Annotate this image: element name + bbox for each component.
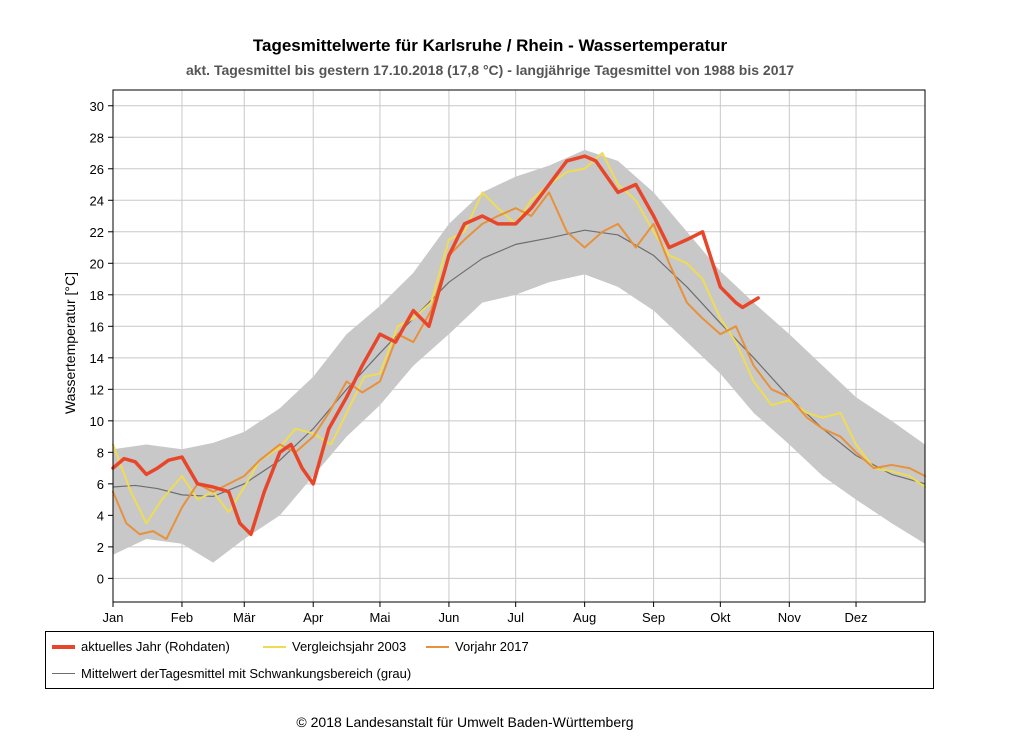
series-line-2017 <box>112 191 926 540</box>
x-tick-label: Apr <box>303 610 324 625</box>
series-line-mean <box>112 229 926 498</box>
x-tick-label: Jun <box>438 610 459 625</box>
y-tick-label: 26 <box>90 162 104 177</box>
y-tick-label: 30 <box>90 99 104 114</box>
x-tick-label: Nov <box>778 610 802 625</box>
y-tick-label: 20 <box>90 256 104 271</box>
x-tick-label: Mär <box>233 610 256 625</box>
chart-title: Tagesmittelwerte für Karlsruhe / Rhein -… <box>252 36 728 55</box>
legend-item-current: aktuelles Jahr (Rohdaten) <box>52 639 230 654</box>
legend-swatch-current <box>52 644 75 649</box>
y-tick-label: 16 <box>90 319 104 334</box>
series-line-current <box>111 154 760 537</box>
x-tick-label: Feb <box>171 610 193 625</box>
x-tick-label: Aug <box>573 610 596 625</box>
variation-band <box>113 149 925 563</box>
x-tick-label: Jan <box>103 610 124 625</box>
y-tick-label: 2 <box>97 540 104 555</box>
legend: aktuelles Jahr (Rohdaten) Vergleichsjahr… <box>45 631 934 689</box>
y-tick-label: 4 <box>97 508 104 523</box>
y-tick-label: 10 <box>90 414 104 429</box>
y-tick-label: 28 <box>90 130 104 145</box>
y-tick-label: 18 <box>90 288 104 303</box>
y-tick-label: 14 <box>90 351 104 366</box>
x-tick-label: Mai <box>369 610 390 625</box>
x-tick-label: Dez <box>844 610 867 625</box>
legend-swatch-2017 <box>426 645 449 648</box>
y-tick-label: 12 <box>90 382 104 397</box>
y-tick-label: 24 <box>90 193 104 208</box>
legend-item-2003: Vergleichsjahr 2003 <box>263 639 406 654</box>
legend-item-mean: Mittelwert derTagesmittel mit Schwankung… <box>52 666 411 681</box>
legend-label-2017: Vorjahr 2017 <box>455 639 529 654</box>
legend-swatch-2003 <box>263 645 286 648</box>
legend-swatch-mean <box>52 673 75 674</box>
legend-label-2003: Vergleichsjahr 2003 <box>292 639 407 654</box>
x-tick-label: Sep <box>642 610 665 625</box>
legend-item-2017: Vorjahr 2017 <box>426 639 529 654</box>
y-tick-label: 0 <box>97 571 104 586</box>
chart-subtitle: akt. Tagesmittel bis gestern 17.10.2018 … <box>185 62 795 78</box>
plot-frame <box>112 89 926 603</box>
legend-label-current: aktuelles Jahr (Rohdaten) <box>81 639 230 654</box>
copyright-text: © 2018 Landesanstalt für Umwelt Baden-Wü… <box>296 714 634 730</box>
y-tick-label: 22 <box>90 225 104 240</box>
legend-label-mean: Mittelwert derTagesmittel mit Schwankung… <box>81 666 412 681</box>
x-tick-label: Okt <box>710 610 731 625</box>
y-tick-label: 8 <box>97 445 104 460</box>
x-tick-label: Jul <box>507 610 524 625</box>
y-tick-label: 6 <box>97 477 104 492</box>
